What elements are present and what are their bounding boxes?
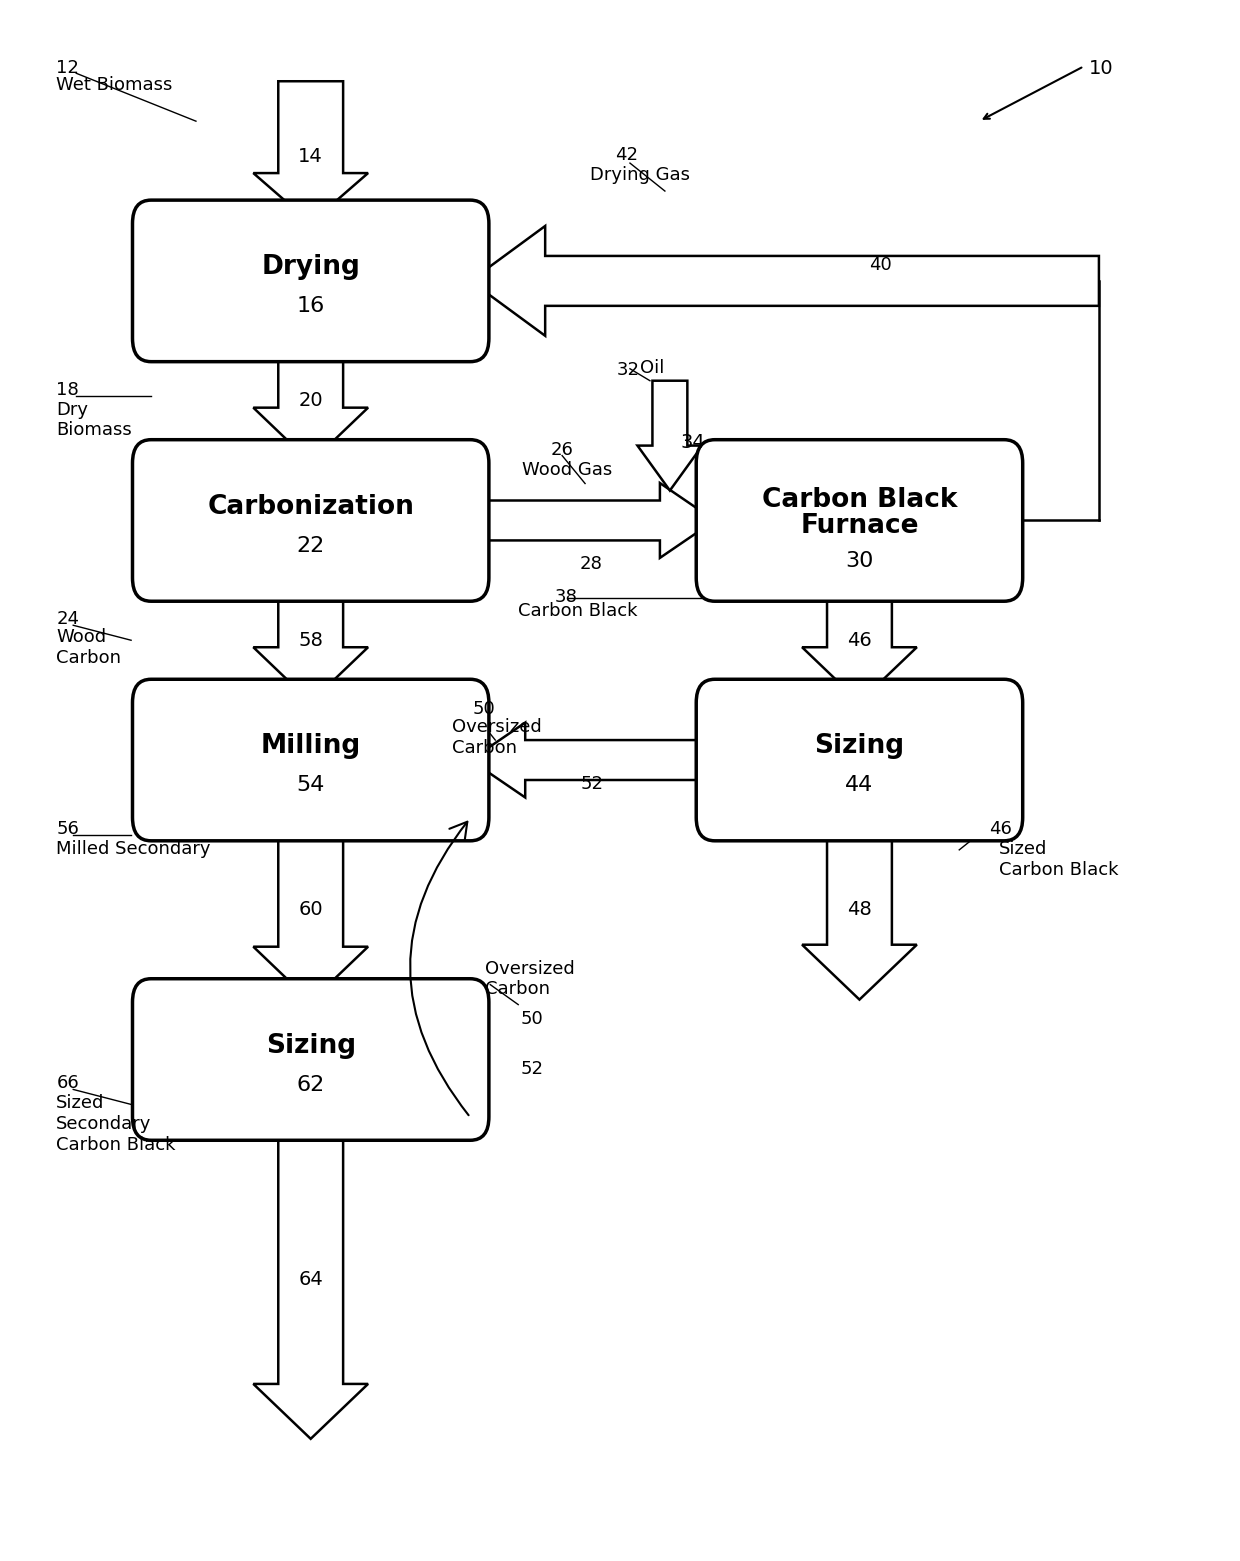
- Text: Oversized
Carbon: Oversized Carbon: [485, 960, 575, 999]
- Text: Sized
Secondary
Carbon Black: Sized Secondary Carbon Black: [56, 1094, 176, 1154]
- Text: 26: 26: [551, 440, 573, 459]
- Text: 52: 52: [521, 1060, 543, 1077]
- Text: Milling: Milling: [260, 734, 361, 759]
- Polygon shape: [470, 723, 714, 798]
- Text: 34: 34: [681, 432, 706, 453]
- Polygon shape: [802, 579, 916, 702]
- Text: Wet Biomass: Wet Biomass: [56, 76, 172, 94]
- Text: 62: 62: [296, 1076, 325, 1094]
- Text: 46: 46: [990, 820, 1012, 838]
- Text: Sizing: Sizing: [815, 734, 904, 759]
- FancyBboxPatch shape: [133, 440, 489, 601]
- FancyBboxPatch shape: [696, 679, 1023, 841]
- Text: 12: 12: [56, 59, 79, 78]
- Text: Drying: Drying: [262, 254, 360, 279]
- Text: 64: 64: [299, 1269, 324, 1289]
- Polygon shape: [253, 579, 368, 702]
- Text: 14: 14: [299, 147, 324, 165]
- Polygon shape: [637, 381, 702, 490]
- Text: 50: 50: [521, 1010, 543, 1027]
- Text: 16: 16: [296, 297, 325, 317]
- Text: 52: 52: [580, 774, 603, 793]
- Text: 42: 42: [615, 147, 639, 164]
- Text: Furnace: Furnace: [800, 514, 919, 539]
- Text: 10: 10: [1089, 59, 1114, 78]
- Text: 38: 38: [556, 588, 578, 606]
- Text: 44: 44: [846, 776, 874, 795]
- Text: Carbon Black: Carbon Black: [761, 487, 957, 514]
- Text: 54: 54: [296, 776, 325, 795]
- FancyBboxPatch shape: [133, 200, 489, 362]
- FancyBboxPatch shape: [133, 679, 489, 841]
- Polygon shape: [253, 818, 368, 1002]
- Text: 66: 66: [56, 1074, 79, 1093]
- Text: 28: 28: [580, 556, 603, 573]
- Text: Oversized
Carbon: Oversized Carbon: [453, 718, 542, 757]
- Text: 60: 60: [299, 901, 322, 919]
- Text: 20: 20: [299, 392, 322, 411]
- Polygon shape: [253, 1118, 368, 1439]
- FancyArrowPatch shape: [410, 821, 469, 1115]
- Text: 32: 32: [618, 361, 640, 379]
- Polygon shape: [802, 818, 916, 999]
- Text: 46: 46: [847, 631, 872, 649]
- Text: 40: 40: [869, 256, 893, 273]
- Text: 30: 30: [846, 551, 874, 571]
- Text: Carbonization: Carbonization: [207, 493, 414, 520]
- Polygon shape: [253, 81, 368, 223]
- FancyBboxPatch shape: [696, 440, 1023, 601]
- FancyBboxPatch shape: [133, 979, 489, 1140]
- Text: 22: 22: [296, 535, 325, 556]
- Text: 50: 50: [472, 701, 495, 718]
- Text: Wood
Carbon: Wood Carbon: [56, 628, 122, 667]
- Text: Wood Gas: Wood Gas: [522, 460, 613, 479]
- Text: 18: 18: [56, 381, 79, 398]
- Text: 48: 48: [847, 901, 872, 919]
- Polygon shape: [470, 226, 1099, 336]
- Polygon shape: [470, 482, 714, 557]
- Text: 24: 24: [56, 610, 79, 629]
- Text: Dry
Biomass: Dry Biomass: [56, 401, 131, 440]
- Text: Drying Gas: Drying Gas: [590, 165, 691, 184]
- Text: 58: 58: [299, 631, 324, 649]
- Text: Oil: Oil: [640, 359, 665, 376]
- Text: 56: 56: [56, 820, 79, 838]
- Polygon shape: [253, 339, 368, 462]
- Text: Milled Secondary: Milled Secondary: [56, 840, 211, 859]
- Text: Sized
Carbon Black: Sized Carbon Black: [999, 840, 1118, 879]
- Text: Sizing: Sizing: [265, 1033, 356, 1058]
- Text: Carbon Black: Carbon Black: [518, 603, 637, 620]
